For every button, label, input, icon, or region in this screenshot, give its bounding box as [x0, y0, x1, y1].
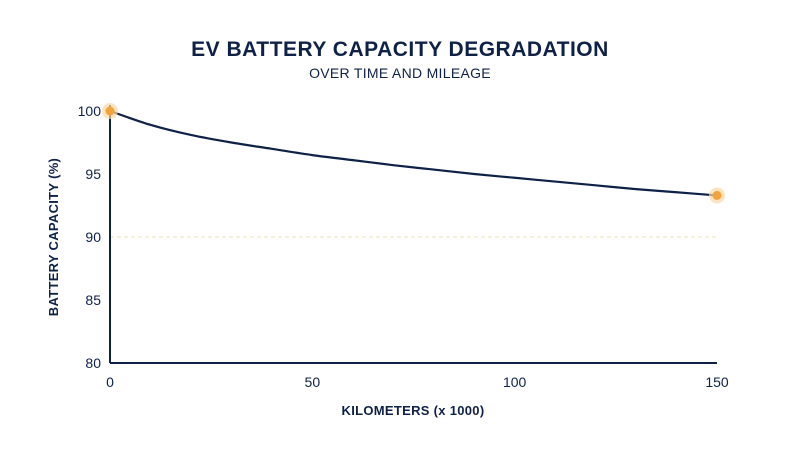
chart-title: EV BATTERY CAPACITY DEGRADATION: [191, 38, 609, 61]
y-tick-label: 90: [85, 229, 101, 245]
plot-area: 80 85 90 95 100 0 50 100 150: [78, 103, 729, 390]
x-tick-label: 150: [705, 374, 729, 390]
y-tick-label: 95: [85, 166, 101, 182]
chart-subtitle: OVER TIME AND MILEAGE: [309, 65, 491, 81]
y-axis-label: BATTERY CAPACITY (%): [46, 158, 61, 316]
y-tick-label: 85: [85, 292, 101, 308]
y-tick-label: 80: [85, 355, 101, 371]
end-point-marker: [709, 187, 725, 204]
x-tick-label: 0: [106, 374, 114, 390]
series-line: [108, 109, 719, 197]
data-point: [712, 190, 722, 200]
x-tick-label: 100: [503, 374, 527, 390]
x-tick-label: 50: [305, 374, 321, 390]
y-tick-label: 100: [78, 103, 102, 119]
data-point: [105, 106, 115, 116]
start-point-marker: [102, 103, 118, 119]
x-axis-label: KILOMETERS (x 1000): [342, 403, 485, 418]
